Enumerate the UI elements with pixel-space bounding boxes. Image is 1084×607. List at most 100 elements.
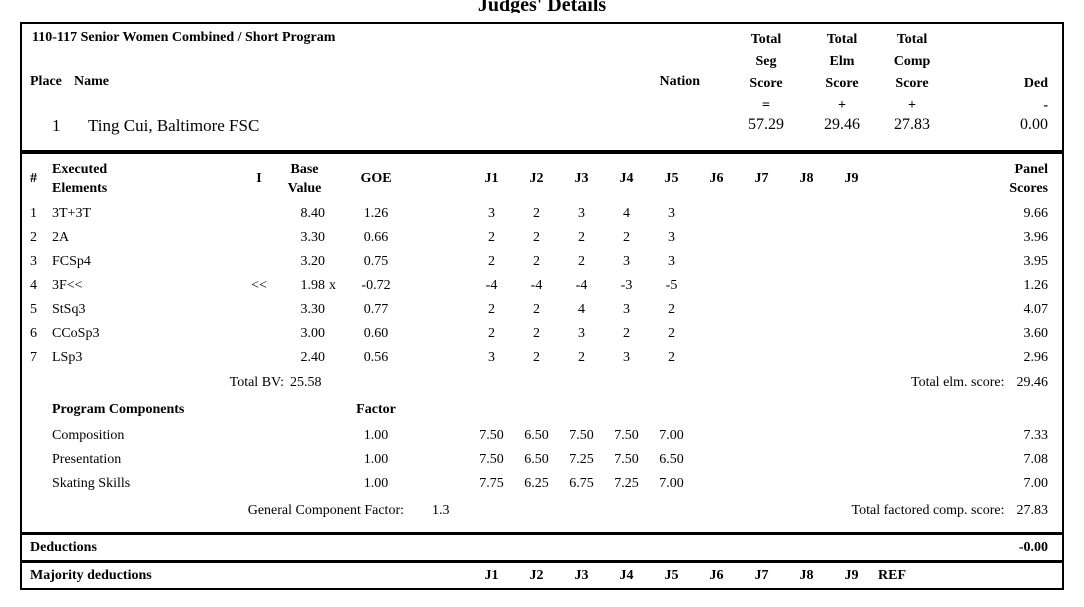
referee-label: REF <box>878 567 906 583</box>
judge-score: 3 <box>623 350 630 365</box>
judge-score: 2 <box>533 230 540 245</box>
info-column-header: I <box>256 171 262 186</box>
factor-column-header: Factor <box>356 402 396 417</box>
goe-value: 0.66 <box>363 230 389 245</box>
majority-judge-j7: J7 <box>754 567 769 583</box>
judge-column-header-j2: J2 <box>529 171 544 186</box>
base-value-header: Base Value <box>287 162 322 196</box>
judge-score: 7.50 <box>614 452 639 467</box>
judge-score: 3 <box>488 350 495 365</box>
total-elm-score-header: Total Elm Score + <box>825 32 859 113</box>
deductions-box: Deductions -0.00 <box>20 533 1064 562</box>
judge-score: 7.50 <box>479 452 504 467</box>
deduction-header: Ded - <box>1023 76 1048 113</box>
goe-value: 0.75 <box>363 254 389 269</box>
judge-column-header-j5: J5 <box>664 171 679 186</box>
element-name: CCoSp3 <box>52 326 100 341</box>
base-value: 3.30 <box>300 230 326 245</box>
judge-score: 2 <box>668 302 675 317</box>
judge-score: 3 <box>668 230 675 245</box>
panel-score: 1.26 <box>1023 278 1049 293</box>
panel-score: 4.07 <box>1023 302 1049 317</box>
majority-judge-j3: J3 <box>574 567 589 583</box>
judge-score: 7.00 <box>659 476 684 491</box>
component-panel-score: 7.08 <box>1023 452 1049 467</box>
element-name: 3F<< <box>52 278 83 293</box>
judge-score: 3 <box>578 206 585 221</box>
skater-deduction: 0.00 <box>1020 116 1048 133</box>
element-info-flag: << <box>251 278 267 293</box>
gcf-value: 1.3 <box>432 503 450 518</box>
judge-score: 3 <box>623 254 630 269</box>
judge-score: 2 <box>623 326 630 341</box>
totals-row: Total BV: 25.58 Total elm. score: 29.46 <box>22 370 1062 396</box>
majority-judge-j8: J8 <box>799 567 814 583</box>
nation-column-label: Nation <box>659 74 700 89</box>
judge-score: 7.50 <box>614 428 639 443</box>
judge-score: 6.50 <box>524 452 549 467</box>
goe-value: 0.60 <box>363 326 389 341</box>
judge-score: 2 <box>533 326 540 341</box>
event-title: 110-117 Senior Women Combined / Short Pr… <box>32 30 336 45</box>
judge-score: -4 <box>530 278 543 293</box>
judge-score: -4 <box>575 278 588 293</box>
judge-score: 3 <box>578 326 585 341</box>
majority-judge-j1: J1 <box>484 567 499 583</box>
base-value: 1.98 <box>300 278 326 293</box>
majority-judge-j4: J4 <box>619 567 634 583</box>
skater-seg-score: 57.29 <box>748 116 784 133</box>
majority-judge-j6: J6 <box>709 567 724 583</box>
result-header-box: 110-117 Senior Women Combined / Short Pr… <box>20 22 1064 152</box>
element-name: 2A <box>52 230 70 245</box>
judge-column-header-j9: J9 <box>844 171 859 186</box>
skater-elm-score: 29.46 <box>824 116 860 133</box>
panel-score: 3.96 <box>1023 230 1049 245</box>
judge-score: 2 <box>533 350 540 365</box>
judge-score: 3 <box>623 302 630 317</box>
component-row-composition: Composition 1.00 7.50 6.50 7.50 7.50 7.0… <box>22 424 1062 448</box>
component-panel-score: 7.33 <box>1023 428 1049 443</box>
judge-score: 7.25 <box>614 476 639 491</box>
component-name: Composition <box>52 428 125 443</box>
judge-score: -5 <box>665 278 678 293</box>
base-value: 8.40 <box>300 206 326 221</box>
element-name: LSp3 <box>52 350 83 365</box>
panel-score: 2.96 <box>1023 350 1049 365</box>
judge-score: 6.75 <box>569 476 594 491</box>
element-row-5: 5 StSq3 3.30 0.77 2 2 4 3 2 4.07 <box>22 298 1062 322</box>
panel-scores-header: Panel Scores <box>1009 162 1048 196</box>
judge-column-header-j6: J6 <box>709 171 724 186</box>
judge-score: 2 <box>668 326 675 341</box>
total-seg-score-header: Total Seg Score = <box>749 32 783 113</box>
base-value: 2.40 <box>300 350 326 365</box>
judge-score: 7.50 <box>479 428 504 443</box>
goe-column-header: GOE <box>360 171 392 186</box>
judge-score: 7.25 <box>569 452 594 467</box>
element-name: StSq3 <box>52 302 86 317</box>
component-factor: 1.00 <box>363 452 389 467</box>
judge-column-header-j3: J3 <box>574 171 589 186</box>
goe-value: 1.26 <box>363 206 389 221</box>
judge-score: 4 <box>623 206 630 221</box>
total-elm-score: Total elm. score: 29.46 <box>911 375 1048 390</box>
judge-score: 2 <box>488 254 495 269</box>
judge-score: 3 <box>668 254 675 269</box>
majority-judge-j9: J9 <box>844 567 859 583</box>
general-component-factor-row: General Component Factor: 1.3 Total fact… <box>22 496 1062 526</box>
deductions-label: Deductions <box>30 539 97 555</box>
judge-score: 4 <box>578 302 585 317</box>
goe-value: 0.77 <box>363 302 389 317</box>
majority-deductions-box: Majority deductions J1 J2 J3 J4 J5 J6 J7… <box>20 561 1064 590</box>
judge-column-header-j4: J4 <box>619 171 634 186</box>
executed-elements-header: Executed Elements <box>52 162 108 196</box>
judge-column-header-j7: J7 <box>754 171 769 186</box>
element-row-3: 3 FCSp4 3.20 0.75 2 2 2 3 3 3.95 <box>22 250 1062 274</box>
judge-score: 2 <box>578 254 585 269</box>
total-bv-label: Total BV: <box>229 375 284 390</box>
judge-score: 6.25 <box>524 476 549 491</box>
element-name: 3T+3T <box>52 206 91 221</box>
panel-score: 3.60 <box>1023 326 1049 341</box>
base-value: 3.20 <box>300 254 326 269</box>
judge-score: 6.50 <box>659 452 684 467</box>
